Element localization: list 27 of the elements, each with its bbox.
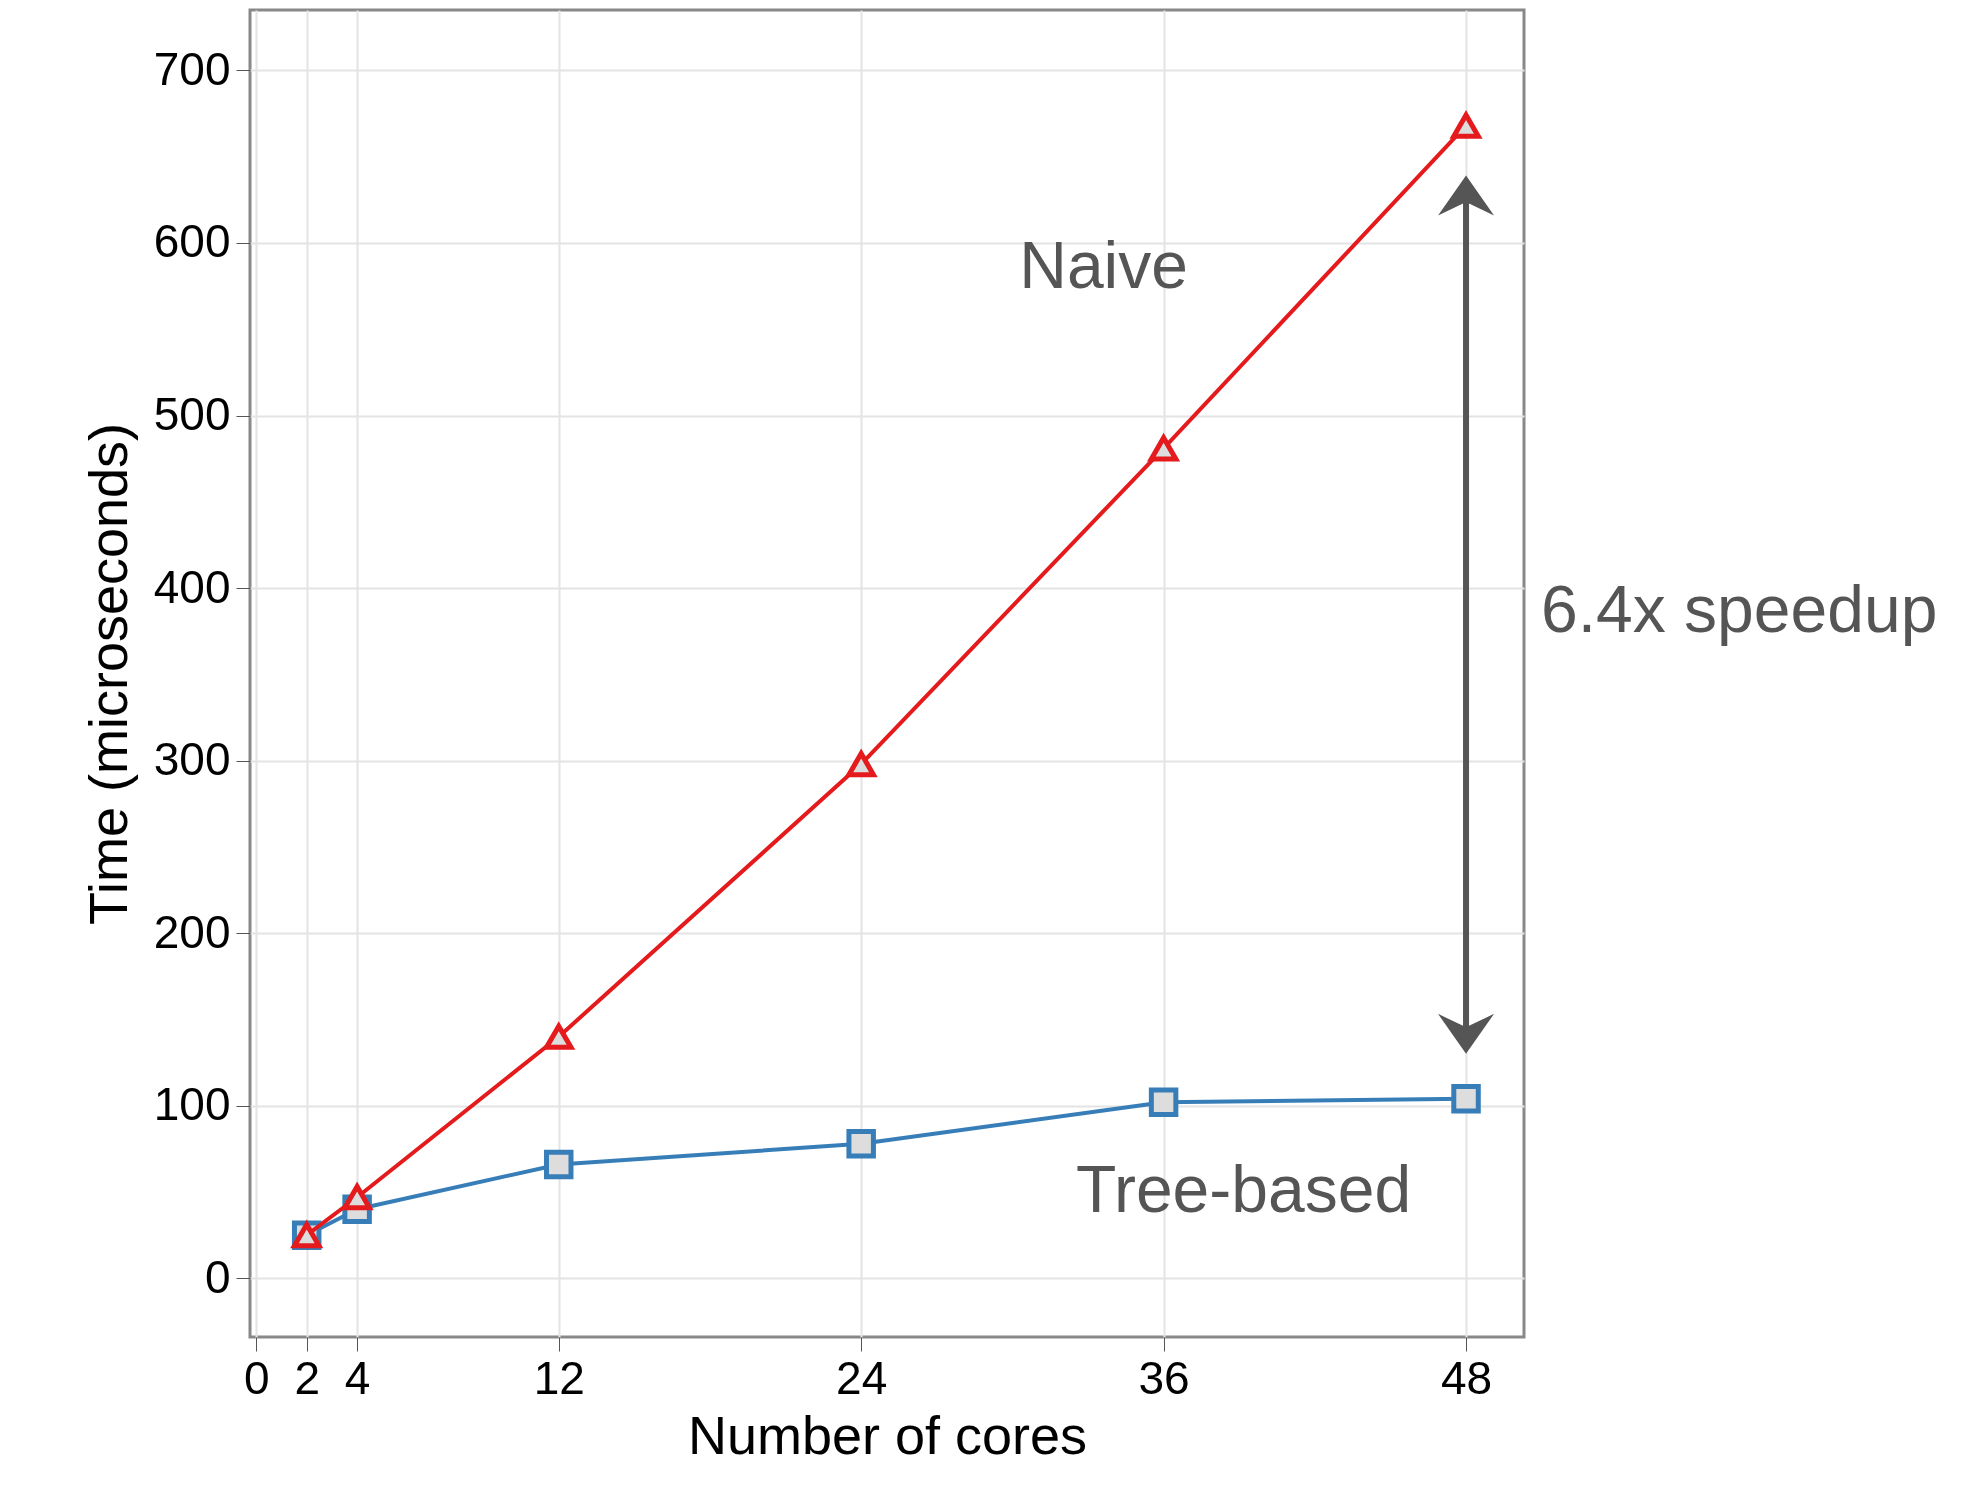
series-label: Naive [1019,228,1188,303]
x-tick-label: 48 [1440,1351,1493,1404]
x-tick-label: 12 [533,1351,585,1404]
x-tick-label: 36 [1138,1351,1190,1404]
x-tick-label: 4 [344,1351,371,1404]
text: 6.4x speedup [1541,572,1938,647]
point [1449,110,1483,139]
x-tick-label: 2 [294,1351,320,1404]
y-tick-label: 600 [153,215,231,268]
x-tick-label: 24 [836,1351,888,1404]
point [543,1149,574,1180]
y-tick-label: 700 [153,42,231,95]
x-tick-label: 0 [244,1351,270,1404]
y-tick-label: 0 [204,1250,231,1303]
y-axis-title: Time (microseconds) [77,422,138,926]
y-tick-label: 300 [153,733,231,786]
x-axis-title: Number of cores [687,1404,1088,1465]
point [543,1021,576,1050]
point [846,1128,876,1159]
point [1148,1087,1179,1118]
y-tick-label: 200 [153,905,231,958]
series-label: Tree-based [1076,1152,1412,1227]
point [1451,1084,1481,1114]
point [845,748,878,778]
y-tick-label: 400 [153,560,231,613]
y-tick-label: 100 [153,1078,231,1131]
y-tick-label: 500 [153,388,231,441]
